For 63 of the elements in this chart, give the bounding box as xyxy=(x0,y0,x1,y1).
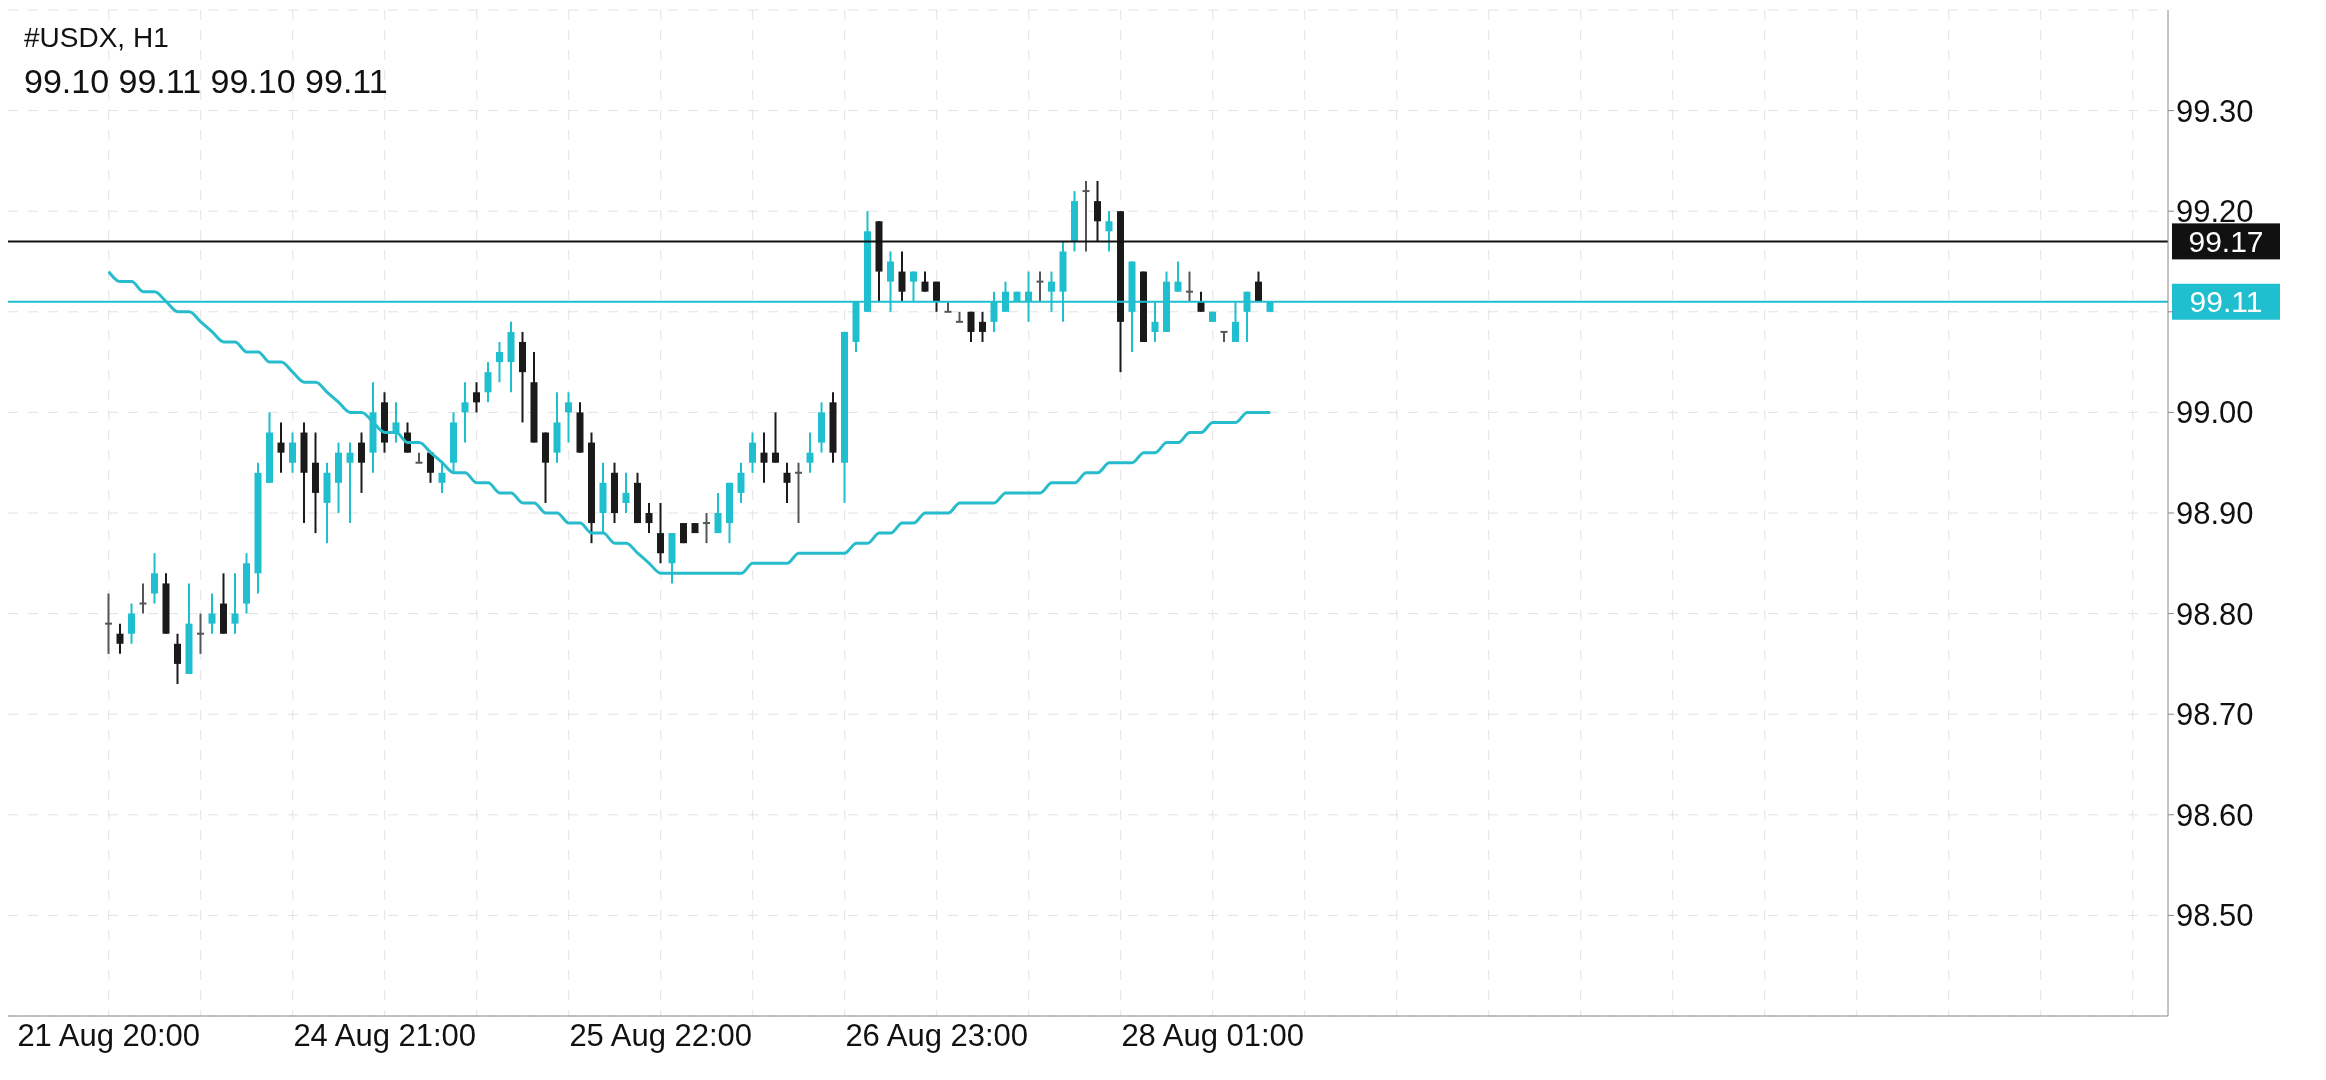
candlestick xyxy=(749,431,756,474)
candlestick xyxy=(1185,270,1194,303)
y-tick-label: 98.50 xyxy=(2176,898,2254,934)
y-tick-label: 98.70 xyxy=(2176,697,2254,733)
candlestick xyxy=(473,381,480,414)
candlestick xyxy=(174,632,181,686)
candlestick xyxy=(289,431,296,474)
ref-line-label: 99.11 xyxy=(2189,285,2263,319)
candlestick xyxy=(496,340,503,384)
candlestick xyxy=(392,401,400,444)
candlestick xyxy=(794,461,803,525)
candlestick xyxy=(461,381,469,444)
candlestick xyxy=(277,421,285,474)
candlestick xyxy=(921,270,929,293)
candlestick xyxy=(1219,330,1229,343)
candlestick xyxy=(116,622,124,655)
candlestick xyxy=(898,250,906,303)
candlestick xyxy=(484,361,492,404)
candlestick xyxy=(806,431,814,474)
candlestick xyxy=(151,552,158,605)
candlestick xyxy=(1174,260,1182,293)
y-tick-label: 98.80 xyxy=(2176,596,2254,632)
candlestick xyxy=(1255,270,1262,303)
candlestick xyxy=(702,512,711,545)
x-tick-label: 26 Aug 23:00 xyxy=(845,1018,1029,1054)
candlestick xyxy=(979,310,986,343)
candlestick xyxy=(231,572,239,635)
candlestick xyxy=(955,310,964,323)
candlestick xyxy=(427,451,434,484)
chart-title: #USDX, H1 xyxy=(24,22,170,54)
candlestick xyxy=(104,592,113,655)
x-tick-label: 21 Aug 20:00 xyxy=(17,1018,201,1054)
candlestick xyxy=(346,441,354,525)
candlestick xyxy=(760,431,768,484)
y-tick-label: 98.90 xyxy=(2176,496,2254,532)
y-tick-label: 99.00 xyxy=(2176,395,2254,431)
candlestick xyxy=(714,491,722,535)
candlestick xyxy=(138,582,148,615)
candlestick xyxy=(783,461,791,504)
x-tick-label: 24 Aug 21:00 xyxy=(293,1018,477,1054)
candlestick xyxy=(358,431,365,494)
candlestick xyxy=(657,501,664,565)
candlestick xyxy=(622,471,630,514)
x-tick-label: 28 Aug 01:00 xyxy=(1121,1018,1305,1054)
y-tick-label: 98.60 xyxy=(2176,797,2254,833)
candlestick xyxy=(208,592,216,635)
candlestick xyxy=(1035,270,1045,303)
candlestick xyxy=(414,451,424,464)
candlestick xyxy=(128,602,135,645)
x-tick-label: 25 Aug 22:00 xyxy=(569,1018,753,1054)
candlestick xyxy=(565,391,572,444)
y-tick-label: 99.30 xyxy=(2176,93,2254,129)
candlestick xyxy=(933,280,940,313)
candlestick xyxy=(1105,210,1113,253)
candlestick xyxy=(737,461,745,504)
candlestick xyxy=(645,501,653,535)
candlestick xyxy=(438,461,446,494)
candlestick xyxy=(196,612,205,655)
candlestick xyxy=(1197,290,1205,313)
candlestick xyxy=(1081,180,1091,253)
candlestick xyxy=(967,310,975,343)
candlestick xyxy=(772,411,779,464)
text: 99.10 99.11 99.10 99.11 xyxy=(24,62,388,101)
